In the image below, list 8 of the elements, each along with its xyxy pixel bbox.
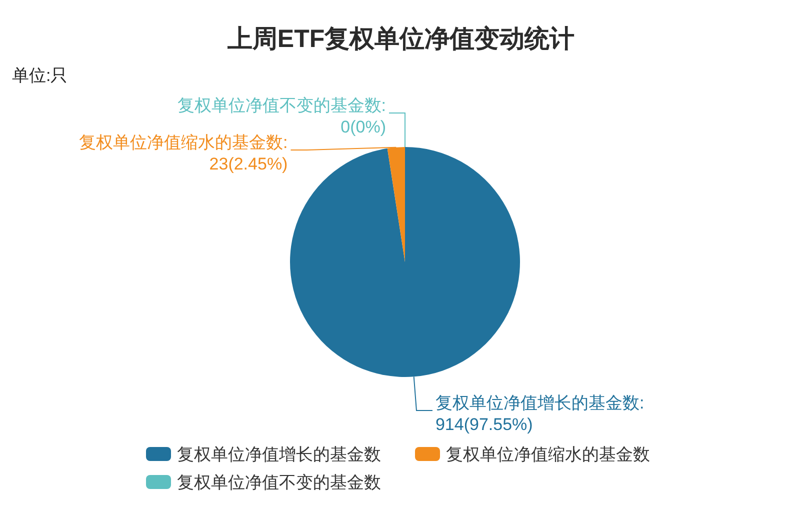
legend-label: 复权单位净值不变的基金数: [177, 473, 381, 492]
pie-slice: [387, 147, 405, 262]
chart-title: 上周ETF复权单位净值变动统计: [226, 25, 575, 53]
pie-slice: [290, 147, 520, 377]
legend-label: 复权单位净值增长的基金数: [177, 445, 381, 464]
chart-subtitle: 单位:只: [12, 66, 68, 85]
legend-label: 复权单位净值缩水的基金数: [446, 445, 650, 464]
data-label: 复权单位净值增长的基金数: 914(97.55%): [435, 394, 644, 434]
